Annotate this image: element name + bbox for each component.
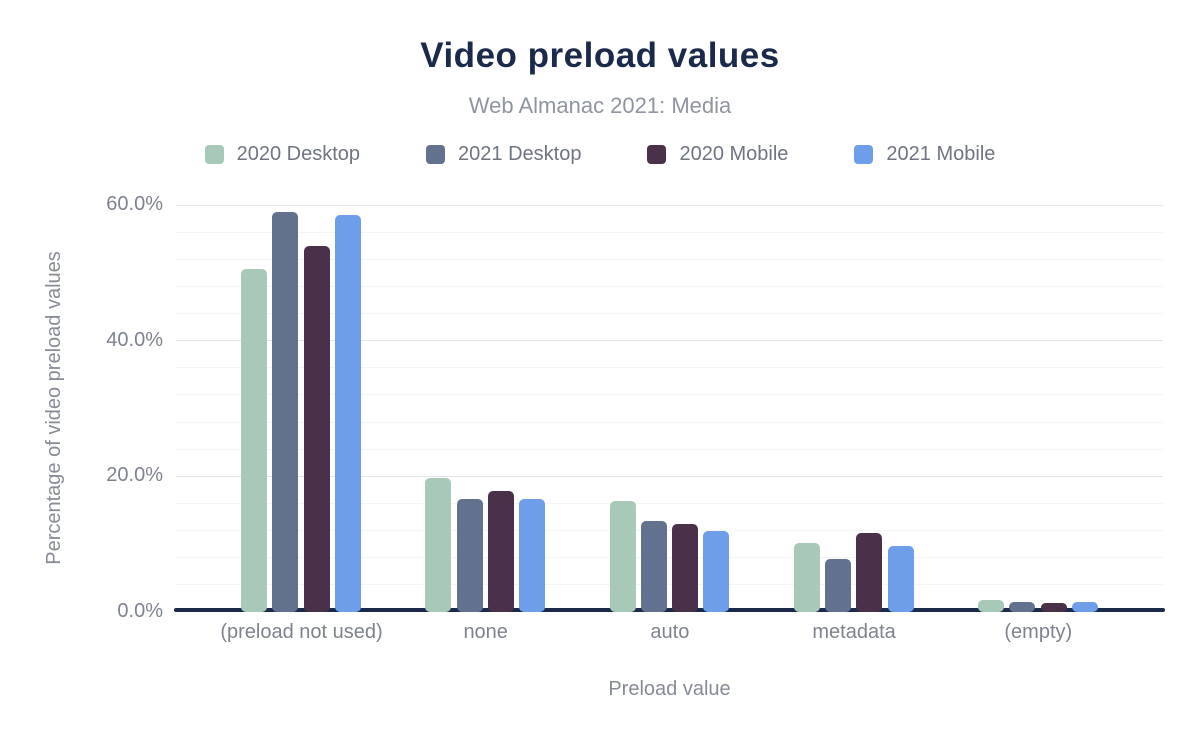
y-tick-label: 60.0% [106,193,163,215]
bar [887,546,914,612]
bar [487,490,514,612]
legend-label: 2021 Desktop [458,143,582,165]
minor-gridline [176,231,1163,233]
bar [241,269,268,612]
minor-gridline [176,285,1163,287]
major-gridline [176,340,1163,342]
y-tick-label: 20.0% [106,464,163,487]
y-tick-label: 40.0% [106,328,163,351]
legend-swatch [426,145,446,164]
x-category-label: (empty) [1004,621,1073,643]
major-gridline [176,204,1163,206]
legend-label: 2021 Mobile [886,143,996,165]
x-axis-line [174,608,1165,612]
y-axis-title-text: Percentage of video preload values [43,251,65,565]
bar [793,542,820,612]
x-axis-title: Preload value [608,678,731,700]
x-category-label: metadata [812,621,896,643]
bar [335,215,362,612]
bar [272,211,299,612]
bar [977,599,1004,612]
bar [825,559,852,612]
legend-item: 2021 Desktop [426,143,581,166]
chart-subtitle: Web Almanac 2021: Media [468,93,732,118]
bar [456,499,483,612]
minor-gridline [176,448,1163,450]
bar [303,245,330,612]
minor-gridline [176,530,1163,532]
bar [640,521,667,612]
bar [425,478,452,612]
minor-gridline [176,258,1163,260]
legend-item: 2020 Mobile [647,143,788,166]
minor-gridline [176,367,1163,369]
x-category-label: auto [650,621,690,643]
bar [672,524,699,612]
legend-swatch [854,145,874,164]
x-category-label: none [463,621,508,643]
bar [856,532,883,612]
bar [609,500,636,612]
y-tick-label: 0.0% [117,600,163,622]
legend-swatch [204,145,224,164]
minor-gridline [176,502,1163,504]
x-category-label: (preload not used) [220,621,383,643]
bar [703,531,730,612]
bar [519,499,546,612]
legend: 2020 Desktop 2021 Desktop 2020 Mobile 2021 … [0,143,1200,166]
minor-gridline [176,394,1163,396]
minor-gridline [176,313,1163,315]
major-gridline [176,475,1163,477]
minor-gridline [176,557,1163,559]
legend-label: 2020 Mobile [679,143,789,165]
chart-title: Video preload values [420,36,780,75]
legend-item: 2021 Mobile [854,143,995,166]
bar [1009,601,1036,612]
legend-item: 2020 Desktop [204,143,361,166]
bar [1040,602,1067,612]
legend-swatch [647,145,667,164]
minor-gridline [176,584,1163,586]
minor-gridline [176,421,1163,423]
legend-label: 2020 Desktop [236,143,361,165]
bar [1071,601,1098,612]
